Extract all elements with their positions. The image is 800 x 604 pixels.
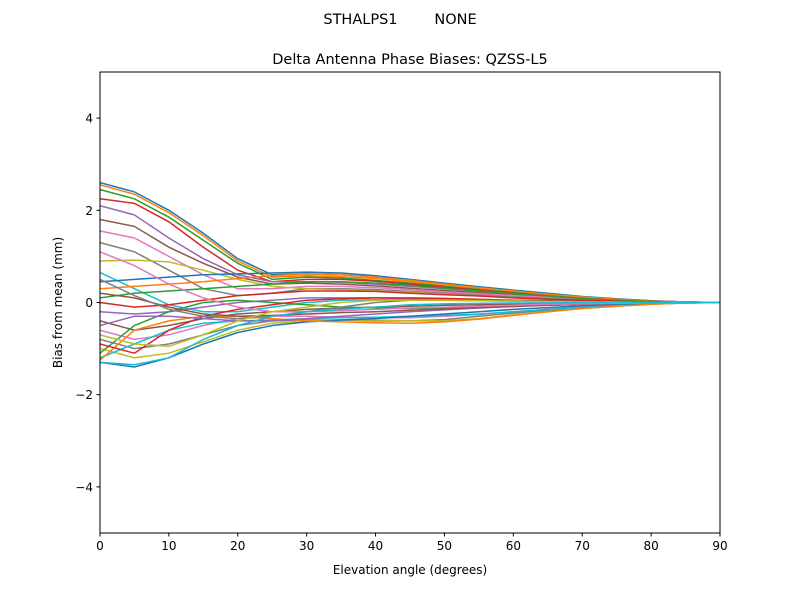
chart-title: Delta Antenna Phase Biases: QZSS-L5: [272, 52, 547, 68]
x-axis-label: Elevation angle (degrees): [333, 563, 487, 577]
series-line-21: [100, 301, 720, 368]
x-tick-label: 80: [643, 539, 658, 553]
x-tick-label: 90: [712, 539, 727, 553]
y-tick-label: 2: [85, 204, 93, 218]
chart-suptitle: STHALPS1 NONE: [323, 12, 476, 28]
x-tick-label: 10: [161, 539, 176, 553]
y-axis: −4 −2 0 2 4: [75, 112, 100, 494]
y-tick-label: 0: [85, 296, 93, 310]
x-tick-label: 0: [96, 539, 104, 553]
x-tick-label: 30: [299, 539, 314, 553]
x-tick-label: 50: [437, 539, 452, 553]
series-line-13: [100, 281, 720, 304]
series-line-30: [100, 301, 720, 366]
x-tick-label: 40: [368, 539, 383, 553]
x-tick-label: 60: [506, 539, 521, 553]
y-tick-label: 4: [85, 112, 93, 126]
series-line-27: [100, 251, 720, 313]
series-line-12: [100, 273, 720, 304]
x-tick-label: 20: [230, 539, 245, 553]
series-lines: [100, 181, 720, 368]
x-axis: 0 10 20 30 40 50 60 70 80 90: [96, 533, 728, 553]
x-tick-label: 70: [575, 539, 590, 553]
y-tick-label: −4: [75, 480, 93, 494]
y-tick-label: −2: [75, 388, 93, 402]
y-axis-label: Bias from mean (mm): [51, 237, 65, 368]
